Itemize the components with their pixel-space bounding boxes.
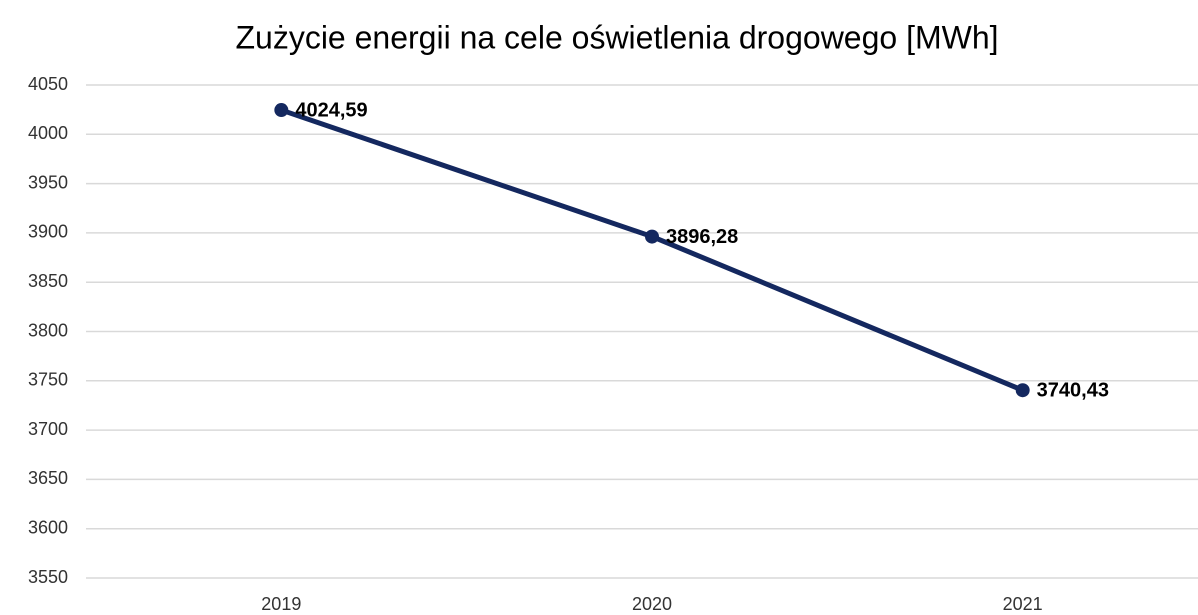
chart-title: Zużycie energii na cele oświetlenia drog… [235,19,998,55]
x-tick-label: 2019 [261,594,301,614]
y-tick-label: 3750 [28,370,68,390]
data-label: 3896,28 [666,226,738,248]
y-tick-label: 3850 [28,271,68,291]
y-tick-label: 3550 [28,567,68,587]
x-tick-label: 2020 [632,594,672,614]
y-tick-label: 3900 [28,222,68,242]
data-label: 4024,59 [295,99,367,121]
y-tick-label: 4000 [28,123,68,143]
data-label: 3740,43 [1037,380,1109,402]
point [1015,383,1030,398]
line [280,107,1024,393]
y-tick-label: 3950 [28,172,68,192]
y-tick-label: 3650 [28,468,68,488]
point [274,103,289,118]
y-tick-label: 3800 [28,320,68,340]
point [645,229,659,244]
x-tick-label: 2021 [1003,594,1043,614]
y-tick-label: 4050 [28,74,68,94]
y-tick-label: 3600 [28,517,68,537]
y-tick-label: 3700 [28,419,68,439]
